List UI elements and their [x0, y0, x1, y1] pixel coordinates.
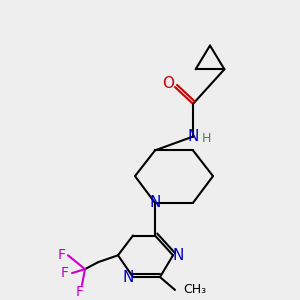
Text: N: N [122, 270, 134, 285]
Text: F: F [76, 285, 84, 299]
Text: N: N [187, 129, 199, 144]
Text: F: F [61, 266, 69, 280]
Text: O: O [162, 76, 174, 91]
Text: CH₃: CH₃ [183, 284, 206, 296]
Text: N: N [149, 195, 161, 210]
Text: N: N [172, 248, 184, 263]
Text: H: H [201, 132, 211, 145]
Text: F: F [58, 248, 66, 262]
